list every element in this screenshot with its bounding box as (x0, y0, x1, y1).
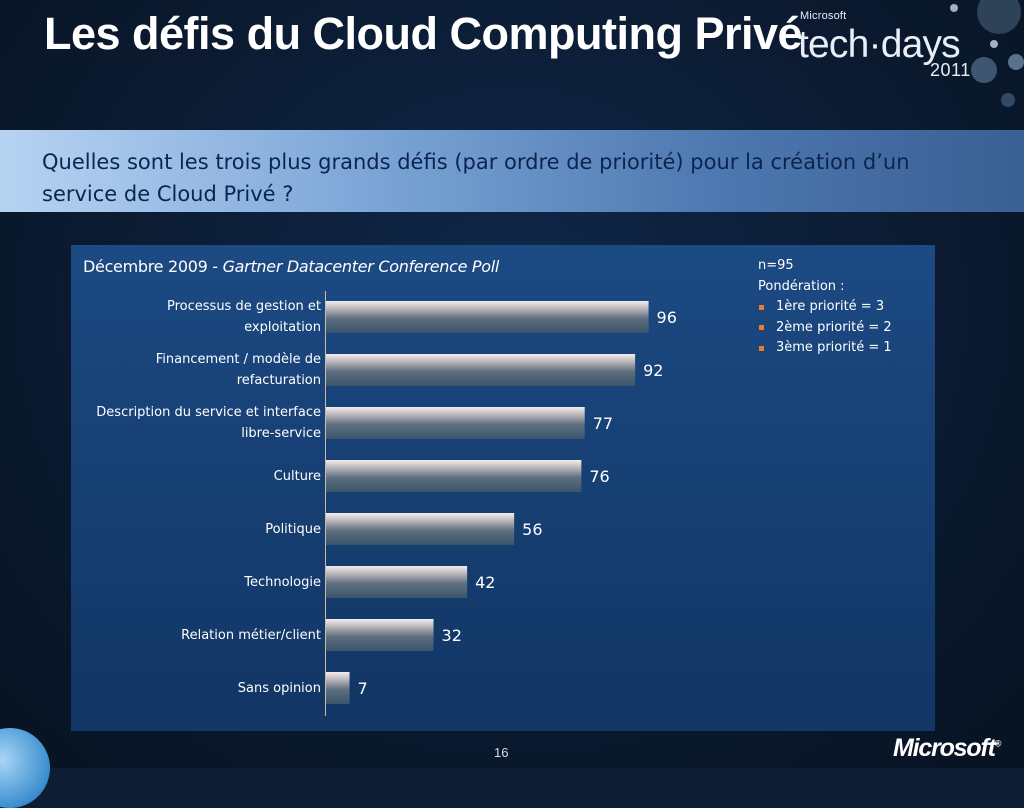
bar (326, 566, 468, 598)
weighting-title: Pondération : (758, 278, 845, 294)
slide-title: Les défis du Cloud Computing Privé (44, 8, 803, 59)
bar-value-label: 92 (643, 361, 663, 380)
category-label-line: Processus de gestion et (167, 299, 321, 314)
bar-value-label: 76 (589, 467, 609, 486)
bar (326, 672, 350, 704)
page-number: 16 (494, 745, 509, 760)
chart-notes: n=95 Pondération : 1ère priorité = 3 2èm… (758, 256, 928, 359)
category-label-line: Technologie (243, 575, 321, 590)
bullet-square-icon (759, 345, 764, 351)
bar (326, 460, 582, 492)
bar-chart: 96 Processus de gestion et exploitation 92 F… (96, 291, 677, 716)
bullet-square-icon (759, 304, 764, 310)
chart-title: Décembre 2009 - Gartner Datacenter Confe… (83, 257, 499, 276)
bar-value-label: 77 (593, 414, 613, 433)
logo-product: tech·days (798, 23, 961, 66)
category-label: Politique (265, 522, 321, 537)
bullet-square-icon (759, 325, 764, 331)
subtitle-band (0, 130, 1024, 212)
bar (326, 619, 434, 651)
category-label: Financement / modèle de refacturation (156, 352, 321, 388)
sample-size: n=95 (758, 258, 794, 273)
bar-value-label: 42 (475, 573, 495, 592)
logo-year: 2011 (930, 60, 971, 80)
category-label-line: refacturation (237, 373, 321, 388)
weighting-item-label: 2ème priorité = 2 (776, 319, 892, 335)
bar (326, 354, 636, 386)
bar-value-label: 96 (657, 308, 677, 327)
weighting-item: 3ème priorité = 1 (758, 338, 928, 359)
category-label-line: Relation métier/client (181, 628, 321, 643)
category-label-line: Financement / modèle de (156, 352, 321, 367)
weighting-item-label: 1ère priorité = 3 (776, 299, 885, 314)
bar-value-label: 32 (442, 626, 462, 645)
weighting-item: 1ère priorité = 3 (758, 297, 928, 318)
category-label-line: Culture (274, 469, 321, 484)
category-label-line: Description du service et interface (96, 405, 321, 420)
category-label: Relation métier/client (181, 628, 321, 643)
techdays-logo: Microsoft tech·days 2011 (798, 8, 971, 80)
category-label: Description du service et interface libre… (96, 405, 321, 441)
weighting-item: 2ème priorité = 2 (758, 318, 928, 339)
bar-value-label: 56 (522, 520, 542, 539)
decorative-bubbles (950, 0, 1024, 107)
logo-brand: Microsoft (800, 10, 847, 22)
category-label: Sans opinion (238, 681, 321, 696)
microsoft-logo: Microsoft® (893, 734, 1002, 762)
bar (326, 513, 515, 545)
microsoft-logo-text: Microsoft (893, 734, 996, 762)
category-label-line: Sans opinion (238, 681, 321, 696)
chart-title-date: Décembre 2009 - (83, 257, 223, 276)
category-label-line: Politique (265, 522, 321, 537)
slide-subtitle: Quelles sont les trois plus grands défis… (42, 150, 910, 206)
category-label: Processus de gestion et exploitation (167, 299, 321, 335)
category-label: Technologie (243, 575, 321, 590)
bar (326, 407, 585, 439)
category-label-line: libre-service (241, 426, 321, 441)
weighting-item-label: 3ème priorité = 1 (776, 340, 892, 355)
category-label: Culture (274, 469, 321, 484)
bar-value-label: 7 (358, 679, 368, 698)
chart-title-source: Gartner Datacenter Conference Poll (222, 257, 500, 276)
bar (326, 301, 649, 333)
category-label-line: exploitation (244, 320, 321, 335)
